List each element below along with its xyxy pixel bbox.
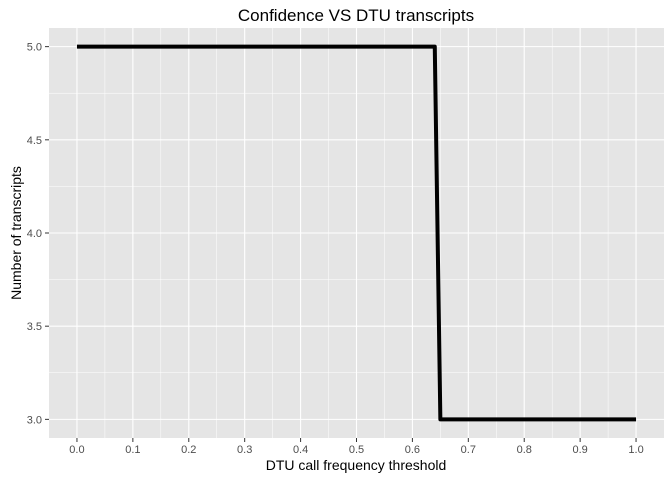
- x-tick-label: 0.1: [125, 444, 140, 456]
- y-tick-label: 5.0: [27, 42, 42, 54]
- y-tick-label: 3.0: [27, 414, 42, 426]
- series-layer: [76, 44, 637, 422]
- x-tick-label: 0.4: [293, 444, 308, 456]
- y-tick-label: 4.0: [27, 228, 42, 240]
- series-line: [76, 44, 637, 422]
- x-tick-label: 0.2: [181, 444, 196, 456]
- y-tick-label: 4.5: [27, 135, 42, 147]
- x-axis-title: DTU call frequency threshold: [266, 457, 447, 473]
- x-tick-label: 0.5: [349, 444, 364, 456]
- chart-title: Confidence VS DTU transcripts: [238, 6, 474, 25]
- x-tick-label: 0.7: [461, 444, 476, 456]
- x-tick-label: 0.8: [517, 444, 532, 456]
- y-axis-title: Number of transcripts: [8, 166, 24, 300]
- x-tick-label: 1.0: [628, 444, 643, 456]
- axis-layer: 0.0 0.1 0.2 0.3 0.4 0.5 0.6 0.7 0.8 0.9 1.0 3.0 3.5 4…: [27, 42, 644, 456]
- x-tick-label: 0.9: [572, 444, 587, 456]
- x-tick-label: 0.3: [237, 444, 252, 456]
- x-tick-label: 0.0: [69, 444, 84, 456]
- x-tick-label: 0.6: [405, 444, 420, 456]
- y-tick-label: 3.5: [27, 321, 42, 333]
